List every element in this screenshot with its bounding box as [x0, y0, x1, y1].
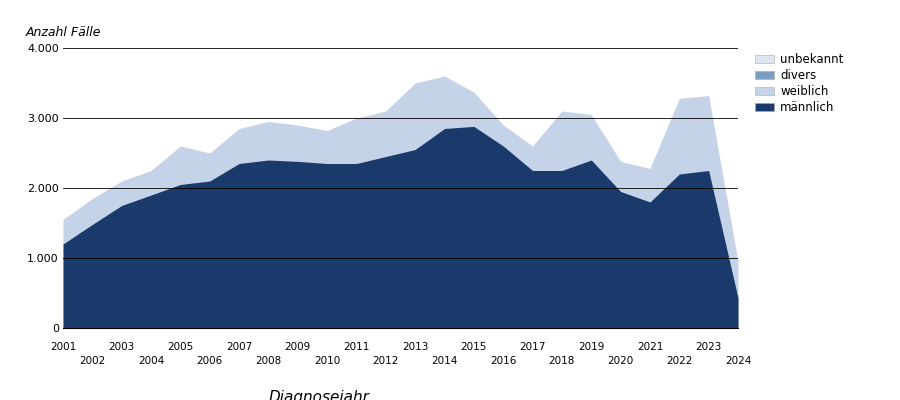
Text: 2002: 2002	[79, 356, 105, 366]
Text: 2024: 2024	[724, 356, 751, 366]
Text: 2004: 2004	[138, 356, 164, 366]
Text: 2018: 2018	[549, 356, 575, 366]
Text: 2011: 2011	[343, 342, 370, 352]
Text: 2023: 2023	[696, 342, 722, 352]
Text: 2022: 2022	[666, 356, 692, 366]
Text: 2013: 2013	[402, 342, 428, 352]
Text: 2010: 2010	[314, 356, 340, 366]
Legend: unbekannt, divers, weiblich, männlich: unbekannt, divers, weiblich, männlich	[751, 48, 849, 119]
Text: 2019: 2019	[578, 342, 605, 352]
Text: 2009: 2009	[284, 342, 310, 352]
Text: 2003: 2003	[109, 342, 135, 352]
Text: 2007: 2007	[226, 342, 252, 352]
Text: 2008: 2008	[256, 356, 282, 366]
Text: 2020: 2020	[608, 356, 634, 366]
Text: 2021: 2021	[637, 342, 663, 352]
Text: 2012: 2012	[373, 356, 399, 366]
Text: 2014: 2014	[431, 356, 458, 366]
Text: 2015: 2015	[461, 342, 487, 352]
Text: 2017: 2017	[519, 342, 545, 352]
Text: Anzahl Fälle: Anzahl Fälle	[26, 26, 102, 38]
Text: 2001: 2001	[50, 342, 76, 352]
Text: Diagnosejahr: Diagnosejahr	[269, 390, 370, 400]
Text: 2006: 2006	[196, 356, 223, 366]
Text: 2016: 2016	[490, 356, 517, 366]
Text: 2005: 2005	[167, 342, 194, 352]
